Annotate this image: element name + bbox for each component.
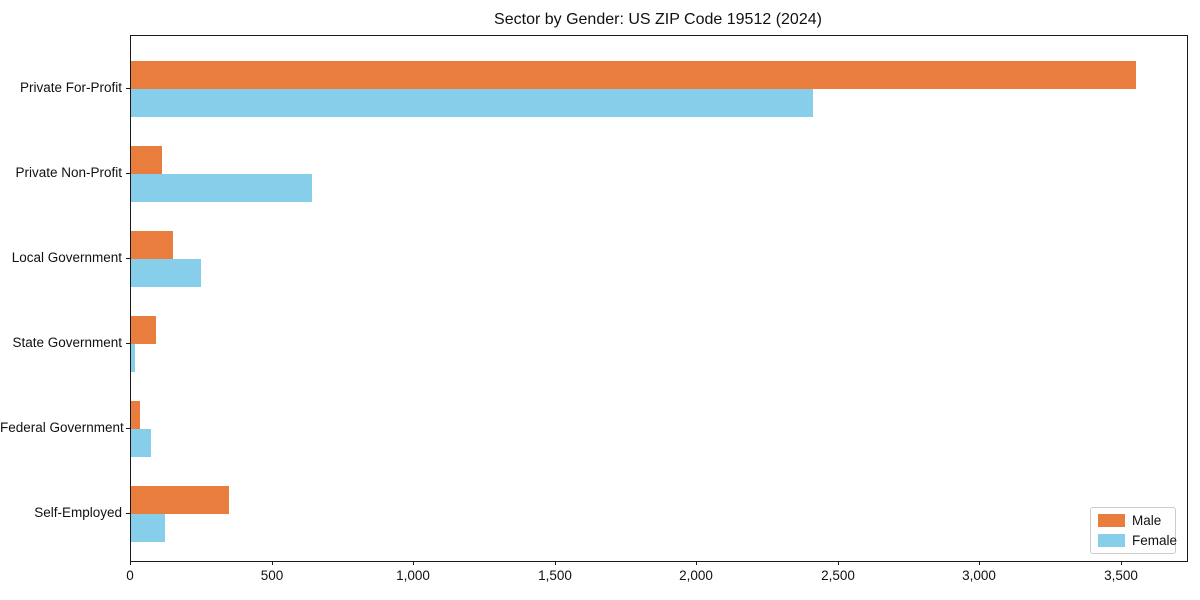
legend-item-male: Male — [1098, 513, 1167, 528]
legend-label-male: Male — [1132, 513, 1162, 528]
legend-label-female: Female — [1132, 533, 1178, 548]
xtick-label-2-500: 2,500 — [821, 568, 855, 583]
legend: Male Female — [1090, 507, 1177, 554]
ytick-mark — [126, 88, 130, 89]
bar-female-state-government — [131, 344, 135, 372]
xtick-label-2-000: 2,000 — [679, 568, 713, 583]
bar-male-state-government — [131, 316, 156, 344]
plot-area — [130, 35, 1188, 562]
bar-male-local-government — [131, 231, 173, 259]
xtick-mark — [979, 561, 980, 565]
bar-male-self-employed — [131, 486, 229, 514]
xtick-mark — [130, 561, 131, 565]
bar-female-self-employed — [131, 514, 165, 542]
xtick-mark — [838, 561, 839, 565]
bar-female-local-government — [131, 259, 201, 287]
ytick-mark — [126, 343, 130, 344]
bar-female-federal-government — [131, 429, 151, 457]
ytick-label-self-employed: Self-Employed — [34, 505, 122, 520]
legend-swatch-female — [1098, 534, 1125, 547]
ytick-label-private-for-profit: Private For-Profit — [19, 80, 122, 95]
bar-male-private-for-profit — [131, 61, 1136, 89]
ytick-label-private-non-profit: Private Non-Profit — [15, 165, 122, 180]
xtick-mark — [413, 561, 414, 565]
xtick-label-1-500: 1,500 — [538, 568, 572, 583]
xtick-mark — [1121, 561, 1122, 565]
chart-title: Sector by Gender: US ZIP Code 19512 (202… — [494, 11, 822, 28]
legend-swatch-male — [1098, 514, 1125, 527]
ytick-mark — [126, 258, 130, 259]
ytick-label-local-government: Local Government — [11, 250, 122, 265]
ytick-label-state-government: State Government — [12, 335, 122, 350]
xtick-label-0: 0 — [126, 568, 134, 583]
bar-female-private-for-profit — [131, 89, 813, 117]
bar-male-private-non-profit — [131, 146, 162, 174]
xtick-label-3-500: 3,500 — [1104, 568, 1138, 583]
xtick-label-1-000: 1,000 — [396, 568, 430, 583]
bar-male-federal-government — [131, 401, 140, 429]
bar-female-private-non-profit — [131, 174, 312, 202]
xtick-label-500: 500 — [260, 568, 284, 583]
xtick-label-3-000: 3,000 — [962, 568, 996, 583]
ytick-mark — [126, 513, 130, 514]
ytick-mark — [126, 428, 130, 429]
xtick-mark — [555, 561, 556, 565]
legend-item-female: Female — [1098, 533, 1177, 548]
xtick-mark — [272, 561, 273, 565]
ytick-label-federal-government: Federal Government — [0, 420, 124, 435]
xtick-mark — [696, 561, 697, 565]
ytick-mark — [126, 173, 130, 174]
